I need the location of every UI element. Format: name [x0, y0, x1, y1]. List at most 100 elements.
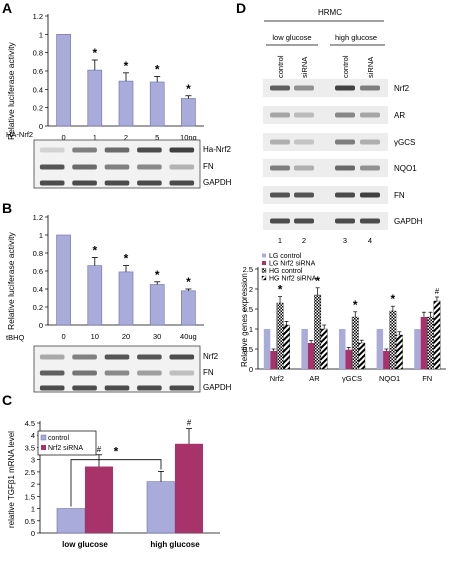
panel-b-chart: Relative luciferase activity tBHQ 0 0.2 0.… [6, 213, 204, 342]
panel-b-ytick-label: 0.8 [33, 249, 43, 258]
panel-d-bar [283, 324, 290, 370]
panel-d-legend-swatch [261, 275, 267, 281]
panel-c-legend-box [37, 430, 97, 456]
panel-d-band [294, 85, 314, 91]
panel-d-lane-label: control [276, 55, 285, 78]
panel-b-significance: * [155, 268, 160, 282]
panel-d-band [270, 139, 290, 145]
panel-d-significance: * [391, 292, 396, 306]
panel-a-significance: * [186, 82, 191, 96]
panel-b-x-prefix: tBHQ [6, 333, 25, 342]
panel-c-bar [56, 508, 86, 534]
panel-b-xtick-label: 20 [122, 332, 130, 341]
panel-b-blot-label-2: FN [203, 368, 214, 377]
panel-d-ytick-label: 0 [249, 365, 253, 374]
panel-a-bar [149, 81, 165, 127]
panel-a-blot-band [169, 180, 195, 186]
panel-d-band [360, 85, 380, 91]
panel-d-bar [307, 343, 315, 369]
panel-b-blot-band [169, 385, 195, 391]
panel-a-xtick-label: 1 [93, 133, 97, 142]
panel-b-blot: Nrf2 FN GAPDH [33, 345, 232, 393]
panel-d-ytick-label: 1.5 [243, 305, 253, 314]
panel-d-blot-strip [263, 212, 388, 230]
panel-b-blot-band [39, 354, 65, 360]
panel-c-sig-bracket [70, 459, 162, 507]
panel-b-ylabel: Relative luciferase activity [6, 231, 16, 330]
panel-a-xtick-label: 5 [155, 133, 159, 142]
panel-d-band [335, 85, 355, 91]
panel-a-blot-band [104, 180, 130, 186]
panel-b-xtick-label: 40ug [180, 332, 197, 341]
panel-d-header: HRMC [318, 8, 342, 17]
panel-d-legend-swatch [262, 261, 266, 265]
panel-letter-d: D [236, 0, 246, 16]
panel-d-bar [301, 329, 308, 369]
panel-d-blot-label: FN [394, 191, 405, 200]
panel-d-blot-label: AR [394, 111, 405, 120]
panel-d-blot-label: GAPDH [394, 217, 423, 226]
panel-d-bar [270, 351, 277, 369]
panel-d-lane-number: 4 [368, 236, 372, 245]
panel-b-xtick-label: 0 [62, 332, 66, 341]
panel-d-blot-strip [263, 106, 388, 124]
panel-a-ytick-label: 0 [39, 122, 43, 131]
panel-d-bar [395, 334, 403, 370]
panel-b-ytick-label: 1 [39, 231, 43, 240]
panel-a-ytick-label: 1 [39, 30, 43, 39]
panel-a-xtick-label: 10ng [180, 133, 197, 142]
panel-b-significance: * [186, 275, 191, 289]
panel-a-blot-band [137, 180, 162, 186]
panel-d-band [270, 112, 290, 118]
panel-c-bar [175, 443, 203, 533]
panel-a-x-prefix: HA-Nrf2 [6, 130, 33, 139]
panel-d-lane-label: control [341, 55, 350, 78]
panel-d-band [335, 139, 355, 145]
panel-b-ytick-label: 0.2 [33, 303, 43, 312]
panel-a-blot-band [39, 164, 65, 170]
panel-d-ytick-label: 2 [249, 285, 253, 294]
panel-b-blot-frame [33, 345, 201, 393]
panel-d-band [270, 192, 290, 198]
panel-a-blot-band [169, 147, 195, 153]
panel-a-blot-band [137, 147, 162, 153]
panel-a-ytick-label: 0.6 [33, 67, 43, 76]
panel-b-blot-band [137, 370, 162, 376]
panel-d-band [360, 112, 380, 118]
panel-d-band [360, 165, 380, 171]
panel-b-bar [56, 234, 71, 326]
panel-d-significance: * [278, 283, 283, 297]
panel-d-bar [414, 329, 421, 369]
panel-d-bar [420, 317, 428, 369]
panel-d-xtick-label: γGCS [342, 374, 362, 383]
panel-a-blot-band [137, 164, 162, 170]
panel-c-ytick-label: 3 [31, 456, 35, 465]
panel-d-legend-label: HG control [269, 268, 303, 275]
panel-a-significance: * [155, 63, 160, 77]
panel-d-lane-label: siRNA [366, 57, 375, 78]
panel-a-significance: * [124, 59, 129, 73]
panel-b-blot-label-1: Nrf2 [203, 352, 219, 361]
panel-d-band [360, 139, 380, 145]
panel-c-legend-sirna: Nrf2 siRNA [48, 445, 83, 452]
panel-d-blot-label: NQO1 [394, 164, 417, 173]
panel-d-legend-label: HG Nrf2 siRNA [269, 276, 317, 283]
panel-d-xtick-label: Nrf2 [270, 374, 284, 383]
panel-d-xtick-label: FN [422, 374, 432, 383]
panel-d-bar [376, 329, 384, 369]
panel-d-blot-label: Nrf2 [394, 84, 410, 93]
panel-d-legend-swatch [262, 253, 266, 258]
panel-a-blot-band [72, 164, 97, 170]
panel-a-blot-band [104, 147, 130, 153]
panel-d-group-high: high glucose [335, 33, 377, 42]
panel-d-xtick-label: NQO1 [379, 374, 400, 383]
panel-c-xtick-label: low glucose [62, 540, 108, 549]
panel-d-significance: # [435, 287, 440, 296]
panel-b-blot-band [72, 370, 97, 376]
panel-d-ytick-label: 1 [249, 325, 253, 334]
panel-d-significance: * [315, 274, 320, 288]
panel-b-xtick-label: 30 [153, 332, 161, 341]
panel-d-lane-number: 3 [343, 236, 347, 245]
panel-c-bar [85, 466, 113, 533]
